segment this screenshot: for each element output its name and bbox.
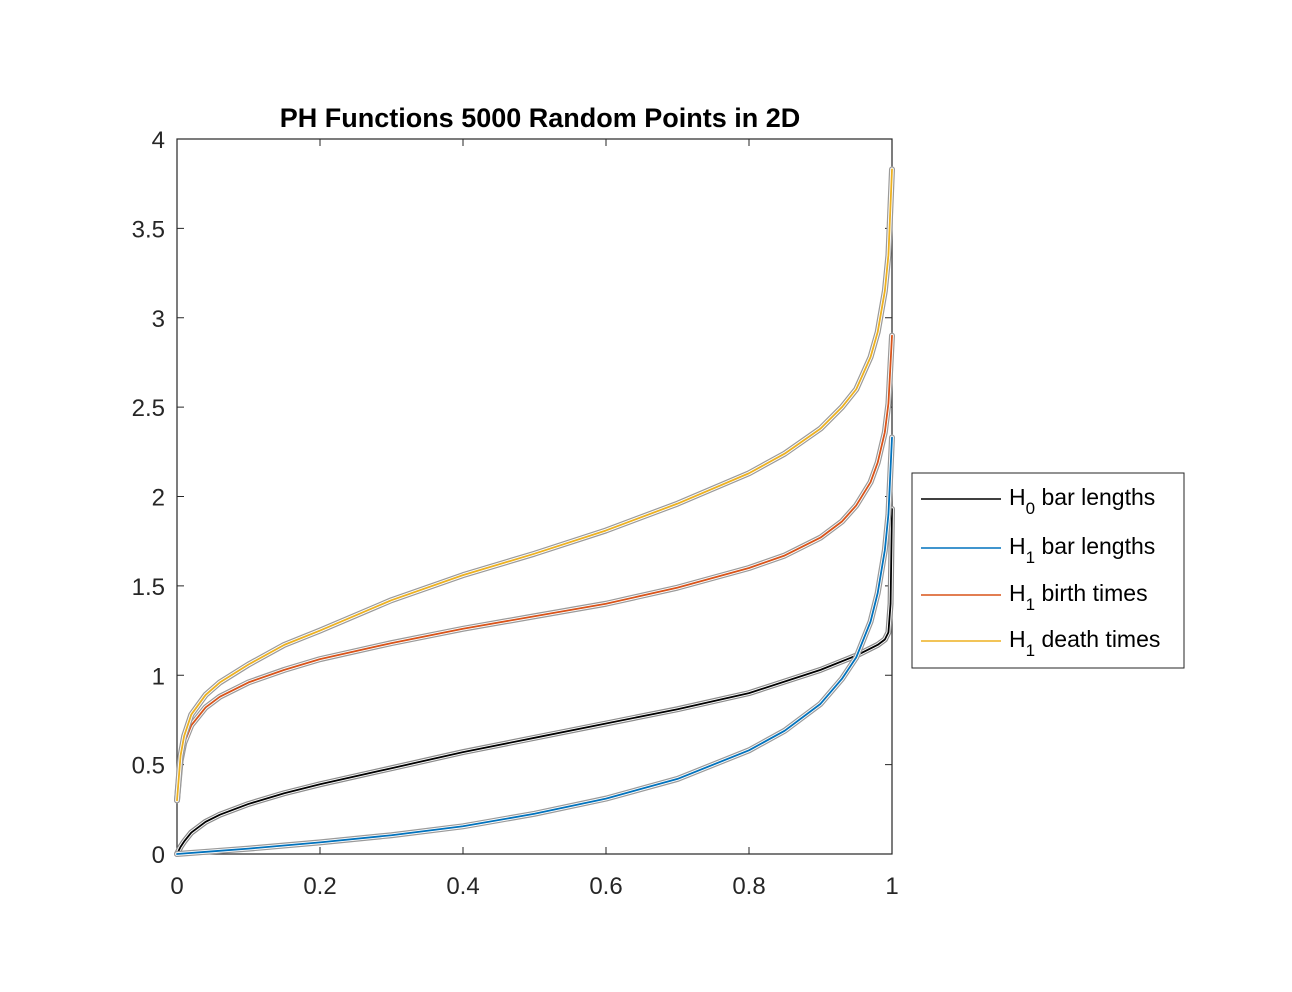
x-tick-label-0: 0 (170, 873, 183, 900)
x-tick-label-1: 0.2 (303, 873, 336, 900)
y-tick-label-3: 1.5 (132, 574, 165, 601)
y-axis-tick-labels: 0 0.5 1 1.5 2 2.5 3 3.5 4 (132, 127, 165, 869)
y-tick-label-7: 3.5 (132, 216, 165, 243)
legend-label-0: H0 bar lengths (1009, 484, 1155, 518)
series-line-3 (176, 168, 893, 802)
series-layer (174, 166, 895, 857)
series-line-0 (176, 508, 893, 855)
y-tick-label-2: 1 (152, 663, 165, 690)
legend-label-2: H1 birth times (1009, 580, 1148, 614)
plot-area (176, 138, 893, 855)
series-line-1 (176, 436, 893, 855)
y-tick-label-1: 0.5 (132, 753, 165, 780)
y-tick-label-4: 2 (152, 485, 165, 512)
legend-box (911, 472, 1185, 669)
y-tick-label-0: 0 (152, 842, 165, 869)
x-tick-label-4: 0.8 (732, 873, 765, 900)
legend: H0 bar lengths H1 bar lengths H1 birth tim… (911, 472, 1185, 669)
y-tick-label-5: 2.5 (132, 395, 165, 422)
chart-title: PH Functions 5000 Random Points in 2D (280, 103, 801, 133)
y-tick-label-8: 4 (152, 127, 165, 154)
x-tick-label-3: 0.6 (589, 873, 622, 900)
x-axis-tick-labels: 0 0.2 0.4 0.6 0.8 1 (170, 873, 898, 900)
legend-label-3: H1 death times (1009, 626, 1160, 660)
x-tick-label-5: 1 (885, 873, 898, 900)
y-tick-label-6: 3 (152, 306, 165, 333)
legend-label-1: H1 bar lengths (1009, 533, 1155, 567)
series-line-2 (176, 334, 893, 802)
legend-items: H0 bar lengths H1 bar lengths H1 birth tim… (921, 484, 1160, 660)
x-tick-label-2: 0.4 (446, 873, 479, 900)
